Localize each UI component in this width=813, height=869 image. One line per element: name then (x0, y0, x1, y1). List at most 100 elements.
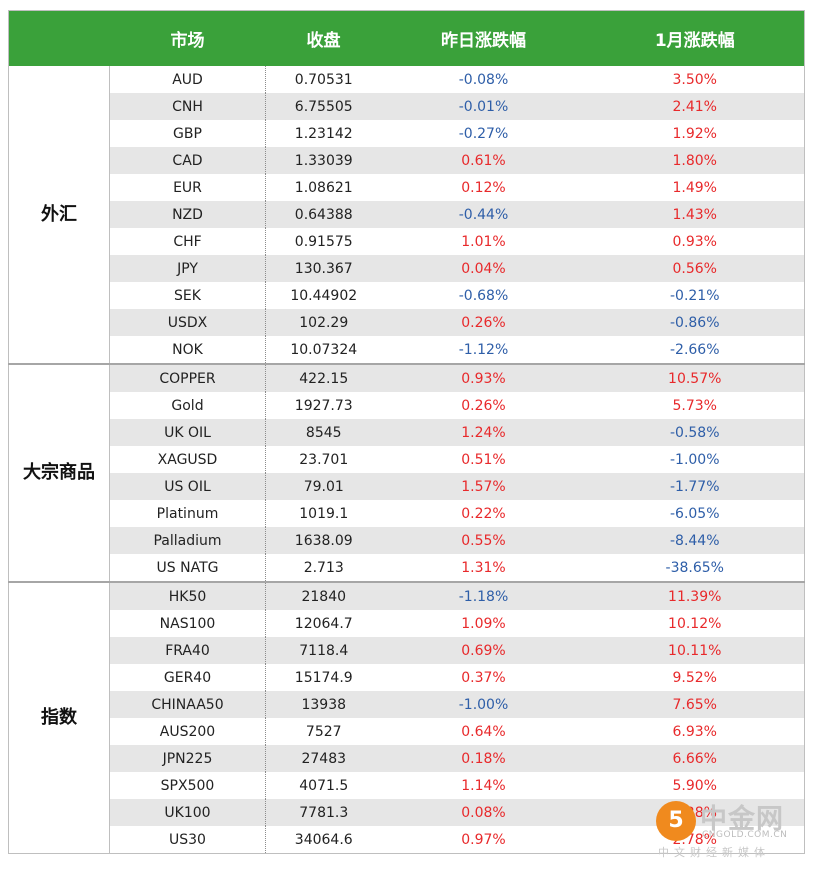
close-cell: 12064.7 (294, 615, 353, 632)
january-change-cell: 1.49% (672, 179, 717, 196)
yesterday-change-cell: 0.26% (461, 397, 506, 414)
symbol-cell: US30 (109, 826, 266, 854)
table-row: AUS200 7527 0.64% 6.93% (9, 718, 805, 745)
yesterday-change-cell: 0.51% (461, 451, 506, 468)
table-row: 指数 HK50 21840 -1.18% 11.39% (8, 581, 805, 854)
close-cell: 7781.3 (265, 799, 382, 826)
symbol-cell: AUS200 (109, 718, 266, 745)
table-row: 外汇 AUD 0.70531 -0.08% 3.50% (8, 66, 805, 364)
header-yesterday-change: 昨日涨跌幅 (381, 10, 586, 66)
yesterday-change-cell: 0.61% (381, 147, 586, 174)
table-row: US30 34064.6 0.97% 2.78% (9, 826, 805, 854)
close-cell: 6.75505 (265, 93, 382, 120)
symbol-cell: Platinum (109, 500, 266, 527)
table-row: Platinum 1019.1 0.22% -6.05% (9, 500, 805, 527)
close-cell: 422.15 (265, 363, 382, 392)
yesterday-change-cell: -0.68% (458, 287, 509, 304)
close-cell: 1.33039 (265, 147, 382, 174)
table-row: GER40 15174.9 0.37% 9.52% (9, 664, 805, 691)
close-cell: 34064.6 (294, 831, 353, 848)
january-change-cell: 1.92% (672, 125, 717, 142)
close-cell: 0.64388 (265, 201, 382, 228)
symbol-cell: CNH (109, 93, 266, 120)
table-row: USDX 102.29 0.26% -0.86% (9, 309, 805, 336)
january-change-cell: -1.00% (669, 451, 720, 468)
close-cell: 130.367 (265, 255, 382, 282)
january-change-cell: 5.90% (672, 777, 717, 794)
table-row: US NATG 2.713 1.31% -38.65% (9, 554, 805, 582)
january-change-cell: 5.73% (672, 397, 717, 414)
symbol-cell: AUD (109, 66, 266, 93)
table-row: JPY 130.367 0.04% 0.56% (9, 255, 805, 282)
market-summary-table: 市场 收盘 昨日涨跌幅 1月涨跌幅 外汇 AUD 0.70531 -0.08% 3.50… (8, 10, 805, 854)
january-change-cell: -38.65% (665, 559, 724, 576)
yesterday-change-cell: 0.26% (381, 309, 586, 336)
january-change-cell: -1.77% (585, 473, 805, 500)
yesterday-change-cell: 0.08% (381, 799, 586, 826)
yesterday-change-cell: -1.18% (381, 581, 586, 610)
table-row: NZD 0.64388 -0.44% 1.43% (9, 201, 805, 228)
table-row: Gold 1927.73 0.26% 5.73% (9, 392, 805, 419)
yesterday-change-cell: -1.12% (458, 341, 509, 358)
yesterday-change-cell: 1.01% (461, 233, 506, 250)
close-cell: 0.91575 (294, 233, 353, 250)
symbol-cell: SPX500 (109, 772, 266, 799)
january-change-cell: -2.66% (669, 341, 720, 358)
table-row: UK OIL 8545 1.24% -0.58% (9, 419, 805, 446)
yesterday-change-cell: -1.00% (381, 691, 586, 718)
january-change-cell: 10.12% (668, 615, 722, 632)
table-row: UK100 7781.3 0.08% 4.28% (9, 799, 805, 826)
close-cell: 7527 (305, 723, 342, 740)
close-cell: 7118.4 (265, 637, 382, 664)
january-change-cell: 11.39% (585, 581, 805, 610)
table-header: 市场 收盘 昨日涨跌幅 1月涨跌幅 (8, 10, 805, 66)
january-change-cell: 9.52% (672, 669, 717, 686)
table-row: CHINAA50 13938 -1.00% 7.65% (9, 691, 805, 718)
table-row: Palladium 1638.09 0.55% -8.44% (9, 527, 805, 554)
header-market: 市场 (109, 10, 266, 66)
close-cell: 21840 (265, 581, 382, 610)
table-row: US OIL 79.01 1.57% -1.77% (9, 473, 805, 500)
symbol-cell: GER40 (109, 664, 266, 691)
symbol-cell: Gold (109, 392, 266, 419)
symbol-cell: UK100 (109, 799, 266, 826)
yesterday-change-cell: 1.31% (461, 559, 506, 576)
symbol-cell: SEK (109, 282, 266, 309)
brand-logo-icon: 5 (656, 801, 696, 841)
january-change-cell: 10.57% (585, 363, 805, 392)
category-label: 外汇 (8, 66, 110, 364)
symbol-cell: HK50 (109, 581, 266, 610)
close-cell: 10.07324 (290, 341, 358, 358)
close-cell: 23.701 (299, 451, 349, 468)
close-cell: 27483 (265, 745, 382, 772)
close-cell: 10.44902 (290, 287, 358, 304)
january-change-cell: 6.66% (585, 745, 805, 772)
yesterday-change-cell: 0.69% (381, 637, 586, 664)
close-cell: 1638.09 (265, 527, 382, 554)
january-change-cell: 6.93% (672, 723, 717, 740)
symbol-cell: US OIL (109, 473, 266, 500)
close-cell: 0.70531 (294, 71, 353, 88)
close-cell: 79.01 (265, 473, 382, 500)
symbol-cell: UK OIL (109, 419, 266, 446)
table-row: SEK 10.44902 -0.68% -0.21% (9, 282, 805, 309)
yesterday-change-cell: -0.08% (458, 71, 509, 88)
symbol-cell: NOK (109, 336, 266, 364)
header-january-change: 1月涨跌幅 (585, 10, 805, 66)
close-cell: 102.29 (265, 309, 382, 336)
yesterday-change-cell: 1.14% (461, 777, 506, 794)
close-cell: 15174.9 (294, 669, 353, 686)
january-change-cell: 3.50% (672, 71, 717, 88)
yesterday-change-cell: 0.12% (461, 179, 506, 196)
table-row: NAS100 12064.7 1.09% 10.12% (9, 610, 805, 637)
symbol-cell: JPY (109, 255, 266, 282)
january-change-cell: 10.11% (585, 637, 805, 664)
table-row: JPN225 27483 0.18% 6.66% (9, 745, 805, 772)
close-cell: 1927.73 (294, 397, 353, 414)
january-change-cell: -0.58% (585, 419, 805, 446)
table-row: 大宗商品 COPPER 422.15 0.93% 10.57% (8, 363, 805, 582)
symbol-cell: US NATG (109, 554, 266, 582)
table-row: SPX500 4071.5 1.14% 5.90% (9, 772, 805, 799)
yesterday-change-cell: 0.93% (381, 363, 586, 392)
symbol-cell: CHINAA50 (109, 691, 266, 718)
